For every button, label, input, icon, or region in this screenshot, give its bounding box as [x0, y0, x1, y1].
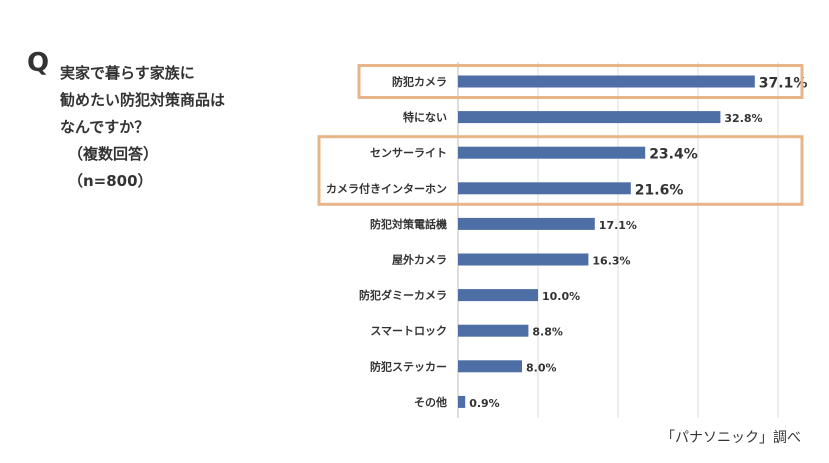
question-line-3: なんですか？ [60, 118, 150, 136]
question-text: 実家で暮らす家族に 勧めたい防犯対策商品は なんですか？ （複数回答） （n=8… [60, 60, 300, 195]
category-label: 防犯ステッカー [370, 359, 447, 373]
category-label: カメラ付きインターホン [326, 181, 447, 195]
category-label: センサーライト [370, 147, 447, 160]
value-label: 23.4% [649, 147, 698, 163]
question-line-4: （複数回答） [68, 145, 159, 163]
bar [458, 360, 522, 373]
category-label: その他 [414, 395, 447, 409]
bar [458, 75, 755, 88]
question-line-1: 実家で暮らす家族に [60, 64, 195, 82]
value-label: 0.9% [469, 397, 500, 410]
question-line-2: 勧めたい防犯対策商品は [60, 91, 226, 109]
category-label: 屋外カメラ [392, 253, 447, 267]
value-label: 10.0% [542, 290, 580, 303]
highlight-box [317, 135, 804, 206]
bar [458, 146, 646, 159]
bar [458, 217, 595, 230]
question-mark: Q [27, 48, 50, 78]
bar [458, 395, 466, 408]
highlight-box [357, 64, 804, 99]
category-label: 防犯カメラ [392, 75, 447, 89]
value-label: 21.6% [635, 182, 684, 198]
bar [458, 289, 538, 302]
category-label: スマートロック [370, 325, 447, 338]
value-label: 32.8% [724, 112, 762, 125]
value-label: 37.1% [759, 76, 808, 92]
value-label: 8.0% [526, 361, 557, 374]
category-label: 特にない [403, 110, 447, 124]
category-label: 防犯ダミーカメラ [359, 288, 447, 302]
bar [458, 182, 631, 195]
source-note: 「パナソニック」調べ [661, 430, 801, 446]
question-line-5: （n=800） [68, 172, 153, 190]
value-label: 16.3% [592, 255, 630, 268]
value-label: 17.1% [599, 219, 637, 232]
bar [458, 111, 721, 124]
value-label: 8.8% [532, 326, 563, 339]
bar [458, 324, 529, 337]
bar [458, 253, 589, 266]
category-label: 防犯対策電話機 [370, 217, 447, 231]
